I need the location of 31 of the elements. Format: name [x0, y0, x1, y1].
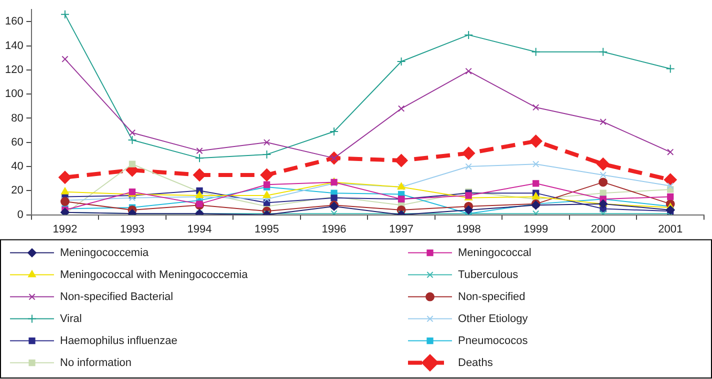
legend-label: No information — [60, 356, 132, 369]
legend-label: Tuberculous — [458, 268, 519, 281]
x-tick-label: 1999 — [524, 223, 548, 236]
x-tick-label: 2000 — [590, 223, 616, 236]
x-tick-label: 1992 — [52, 223, 78, 236]
y-tick-label: 120 — [4, 64, 24, 76]
legend-label: Meningococcal — [458, 246, 532, 259]
legend-label: Haemophilus influenzae — [60, 334, 178, 347]
x-tick-label: 1995 — [254, 223, 280, 236]
x-tick-label: 2001 — [658, 223, 683, 236]
x-tick-label: 1994 — [187, 223, 212, 236]
legend-label: Meningococcemia — [60, 246, 150, 259]
y-tick-label: 20 — [11, 184, 24, 197]
legend-label: Pneumococos — [458, 334, 528, 347]
y-tick-label: 160 — [4, 16, 24, 28]
legend-label: Viral — [60, 312, 82, 325]
x-tick-label: 1993 — [120, 223, 144, 236]
legend-label: Meningococcal with Meningococcemia — [60, 268, 249, 281]
x-tick-label: 1997 — [389, 223, 414, 236]
y-tick-label: 0 — [17, 208, 24, 221]
x-tick-label: 1996 — [322, 223, 346, 236]
y-tick-label: 40 — [11, 160, 24, 173]
y-tick-label: 60 — [11, 136, 24, 148]
y-tick-label: 80 — [11, 112, 24, 124]
legend-label: Non-specified — [458, 290, 526, 303]
legend-label: Non-specified Bacterial — [60, 290, 174, 303]
legend-label: Deaths — [458, 356, 494, 369]
y-tick-label: 100 — [4, 88, 24, 100]
y-tick-label: 140 — [4, 40, 24, 52]
x-tick-label: 1998 — [456, 223, 481, 236]
legend-label: Other Etiology — [458, 312, 528, 325]
